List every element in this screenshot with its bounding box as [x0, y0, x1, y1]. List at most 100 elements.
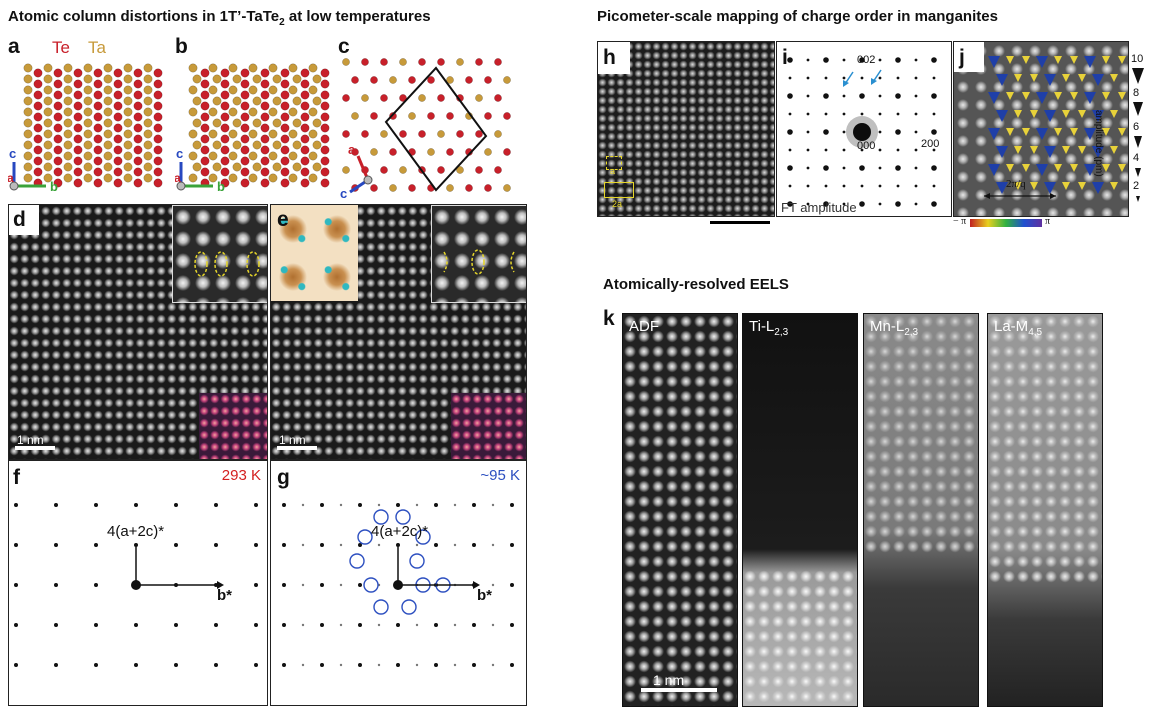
displacement-marker-yellow — [1054, 92, 1062, 100]
te-atom — [503, 148, 511, 156]
te-atom — [260, 156, 270, 166]
fft-spot — [896, 184, 900, 188]
ta-atom — [23, 85, 33, 95]
te-atom — [280, 123, 290, 133]
ta-atom — [188, 107, 198, 117]
te-atom — [280, 101, 290, 111]
unit-box-2a — [604, 182, 634, 198]
fft-spot — [878, 148, 882, 152]
ta-atom — [370, 148, 378, 156]
ta-atom — [63, 107, 73, 117]
superlattice-ring — [395, 509, 411, 525]
ta-atom — [103, 74, 113, 84]
superlattice-spot — [377, 623, 381, 627]
diffraction-spot — [358, 663, 362, 667]
te-atom — [280, 167, 290, 177]
scale-bar-h — [710, 221, 770, 224]
te-atom — [33, 167, 43, 177]
ta-atom — [418, 94, 426, 102]
te-atom — [113, 79, 123, 89]
crystal-structure-c: a c — [340, 58, 511, 201]
fft-spot — [842, 202, 846, 206]
te-atom — [73, 134, 83, 144]
unit-label-2a: 2a — [612, 199, 623, 209]
ta-atom — [143, 129, 153, 139]
te-atom — [380, 166, 388, 174]
te-atom — [446, 148, 454, 156]
te-atom — [361, 130, 369, 138]
te-atom — [408, 184, 416, 192]
te-atom — [153, 156, 163, 166]
fft-spot — [878, 76, 882, 80]
te-atom — [320, 101, 330, 111]
diffraction-spot — [320, 583, 324, 587]
te-atom — [408, 76, 416, 84]
diffraction-spot — [472, 663, 476, 667]
displacement-marker-yellow — [1022, 92, 1030, 100]
fft-spots-g — [282, 503, 514, 667]
displacement-marker-yellow — [1078, 110, 1086, 118]
ta-atom — [248, 107, 258, 117]
te-atom — [33, 101, 43, 111]
te-atom — [220, 68, 230, 78]
te-atom — [53, 112, 63, 122]
ta-atom — [192, 96, 202, 106]
displacement-marker-yellow — [1030, 110, 1038, 118]
superlattice-spot — [491, 663, 495, 667]
inset-zoom-e — [431, 205, 526, 303]
diffraction-spot — [358, 543, 362, 547]
fft-spot — [823, 129, 829, 135]
ta-atom — [43, 129, 53, 139]
te-atom — [53, 178, 63, 188]
te-atom — [280, 79, 290, 89]
displacement-marker-blue — [988, 92, 1000, 104]
displacement-marker-yellow — [1102, 164, 1110, 172]
diffraction-spot — [434, 503, 438, 507]
displacement-marker-yellow — [1022, 128, 1030, 136]
ta-atom — [123, 107, 133, 117]
te-atom — [53, 68, 63, 78]
ta-atom — [228, 63, 238, 73]
ta-atom — [83, 151, 93, 161]
diffraction-spot — [14, 663, 18, 667]
fft-spot — [842, 130, 846, 134]
ta-atom — [232, 162, 242, 172]
ta-atom — [503, 184, 511, 192]
fft-spot — [878, 166, 882, 170]
diffraction-spot — [510, 583, 514, 587]
diffraction-spot — [396, 543, 400, 547]
superlattice-ring — [349, 553, 365, 569]
fft-spot — [806, 202, 810, 206]
te-atom — [33, 156, 43, 166]
fft-spot — [806, 112, 810, 116]
te-atom — [113, 178, 123, 188]
te-atom — [260, 134, 270, 144]
te-atom — [320, 112, 330, 122]
te-atom — [465, 184, 473, 192]
amp-tick-8: 8 — [1133, 87, 1140, 99]
te-atom — [93, 178, 103, 188]
ta-atom — [43, 74, 53, 84]
te-atom — [260, 68, 270, 78]
te-atom — [153, 101, 163, 111]
ta-atom — [23, 107, 33, 117]
ta-atom — [103, 96, 113, 106]
ta-atom — [248, 173, 258, 183]
ta-atom — [308, 173, 318, 183]
te-atom — [260, 112, 270, 122]
ta-atom — [252, 162, 262, 172]
fft-spot — [860, 148, 864, 152]
superlattice-spot — [301, 623, 305, 627]
fft-spot — [842, 166, 846, 170]
ta-atom — [288, 107, 298, 117]
eels-title: Atomically-resolved EELS — [603, 276, 789, 293]
fft-spot — [895, 93, 901, 99]
diffraction-spot — [14, 583, 18, 587]
ta-atom — [103, 140, 113, 150]
right-figure-title: Picometer-scale mapping of charge order … — [597, 8, 998, 25]
ta-atom — [232, 140, 242, 150]
te-atom — [300, 101, 310, 111]
te-atom — [437, 94, 445, 102]
te-atom — [494, 166, 502, 174]
ta-atom — [23, 63, 33, 73]
